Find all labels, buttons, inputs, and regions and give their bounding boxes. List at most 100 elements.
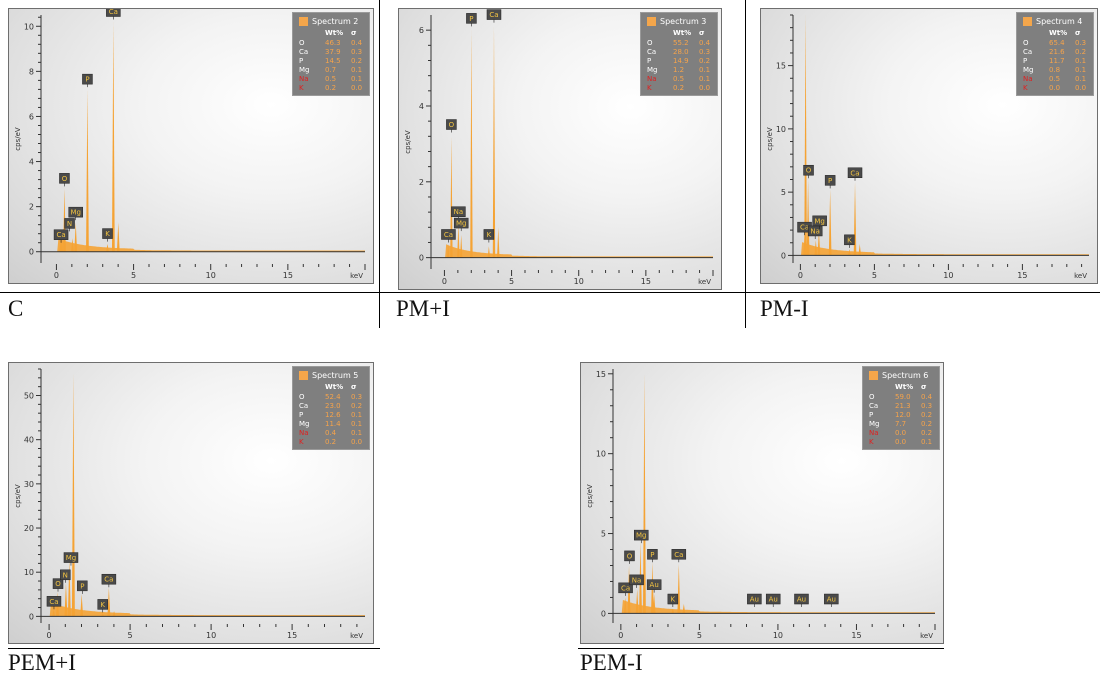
spectrum-peak [487, 246, 491, 258]
x-tick-label: 0 [47, 631, 52, 640]
element-label: Ca [106, 9, 121, 20]
legend-element: Na [869, 429, 879, 437]
y-tick-label: 30 [24, 480, 34, 489]
legend-element: P [299, 57, 304, 65]
legend-element: O [299, 39, 305, 47]
x-axis-label: keV [698, 278, 711, 286]
x-tick-label: 15 [287, 631, 297, 640]
legend-title-text: Spectrum 6 [882, 371, 929, 380]
spectrum-peak [446, 244, 450, 258]
legend-sigma: 0.1 [1075, 66, 1087, 74]
legend-col-wt: Wt% [673, 29, 692, 37]
legend-col-wt: Wt% [325, 29, 344, 37]
spectrum-panel-pm-plus-i: 0 2 4 6 0 5 10 15 keV cps/eV Ca Na Mg O P K Ca Spectrum … [398, 8, 722, 290]
spectrum-peak [652, 594, 656, 614]
element-label: Mg [634, 529, 649, 544]
legend-sigma: 0.2 [351, 57, 363, 65]
y-tick-label: 0 [419, 254, 424, 263]
legend-sigma: 0.1 [699, 75, 711, 83]
legend-sigma: 0.1 [351, 420, 363, 428]
legend-element: Ca [299, 402, 309, 410]
element-label-text: N [67, 220, 72, 228]
legend-element: Na [1023, 75, 1033, 83]
element-label: Ca [46, 596, 62, 610]
legend-wt: 14.5 [325, 57, 341, 65]
x-tick-label: 5 [509, 277, 514, 286]
x-tick-label: 0 [618, 631, 623, 640]
element-label: Na [807, 225, 823, 239]
legend-element: K [869, 438, 874, 446]
legend-row: Mg 0.7 0.1 [299, 66, 373, 75]
legend-title: Spectrum 4 [1023, 17, 1082, 26]
y-tick-label: 6 [419, 26, 424, 35]
legend-col-wt: Wt% [1049, 29, 1068, 37]
legend-row: O 59.0 0.4 [869, 393, 943, 402]
spectrum-peak [112, 611, 116, 617]
element-label: K [667, 593, 679, 608]
legend-wt: 12.0 [895, 411, 911, 419]
element-label-text: K [105, 230, 110, 238]
legend-sigma: 0.1 [351, 411, 363, 419]
element-label-text: Ca [489, 11, 498, 19]
element-label: K [102, 228, 113, 242]
element-label: Na [451, 206, 466, 220]
legend-title-text: Spectrum 5 [312, 371, 359, 380]
element-label-text: O [62, 175, 68, 183]
legend-col-wt: Wt% [895, 383, 914, 391]
y-tick-label: 2 [29, 203, 34, 212]
spectrum-peak [828, 189, 832, 256]
element-label: O [446, 119, 457, 133]
y-tick-label: 40 [24, 436, 34, 445]
element-label-text: Ca [104, 576, 113, 584]
legend-swatch [647, 17, 656, 26]
element-label: Ca [441, 229, 456, 243]
legend-row: Na 0.0 0.2 [869, 429, 943, 438]
legend-sigma: 0.4 [351, 39, 363, 47]
legend-element: O [299, 393, 305, 401]
legend-sigma: 0.3 [921, 402, 933, 410]
spectrum-legend: Spectrum 5 Wt% σ O 52.4 0.3 Ca 23.0 0.2 P 12.6 0.1 M… [292, 366, 370, 450]
element-label: O [624, 550, 635, 564]
x-tick-label: 5 [872, 271, 877, 280]
element-label-box [667, 593, 679, 605]
legend-wt: 23.0 [325, 402, 341, 410]
legend-sigma: 0.1 [351, 75, 363, 83]
x-tick-label: 5 [128, 631, 133, 640]
rule-pem-plus-i [8, 648, 380, 649]
y-tick-label: 15 [776, 62, 786, 71]
element-label-text: Au [797, 596, 806, 604]
x-tick-label: 5 [131, 271, 136, 280]
element-label-text: Mg [636, 532, 646, 540]
legend-element: Na [299, 75, 309, 83]
legend-element: O [647, 39, 653, 47]
legend-wt: 0.7 [325, 66, 337, 74]
legend-wt: 0.8 [1049, 66, 1061, 74]
legend-element: Mg [299, 420, 310, 428]
spectrum-background [41, 238, 365, 252]
spectrum-peak [497, 227, 500, 258]
legend-sigma: 0.4 [699, 39, 711, 47]
legend-sigma: 0.0 [1075, 84, 1087, 92]
legend-wt: 14.9 [673, 57, 689, 65]
spectrum-peak [817, 230, 821, 256]
element-label: Ca [53, 229, 69, 243]
legend-sigma: 0.1 [1075, 57, 1087, 65]
x-tick-label: 0 [442, 277, 447, 286]
legend-row: P 14.5 0.2 [299, 57, 373, 66]
spectrum-background [431, 244, 713, 258]
caption-pm-plus-i: PM+I [396, 296, 450, 321]
legend-row: Na 0.5 0.1 [299, 75, 373, 84]
element-label: P [824, 175, 836, 189]
legend-element: P [647, 57, 652, 65]
spectrum-panel-c: 0 2 4 6 8 10 0 5 10 15 keV cps/eV Ca N O Mg P K Ca Spectru… [8, 8, 374, 284]
x-tick-label: 10 [206, 631, 216, 640]
spectrum-peak [635, 589, 639, 614]
element-label-text: K [487, 231, 492, 239]
legend-element: Mg [869, 420, 880, 428]
element-label-box [794, 593, 809, 605]
element-label: P [647, 549, 658, 563]
element-label: Au [646, 579, 662, 593]
legend-element: Ca [869, 402, 879, 410]
spectrum-peak [806, 179, 810, 256]
